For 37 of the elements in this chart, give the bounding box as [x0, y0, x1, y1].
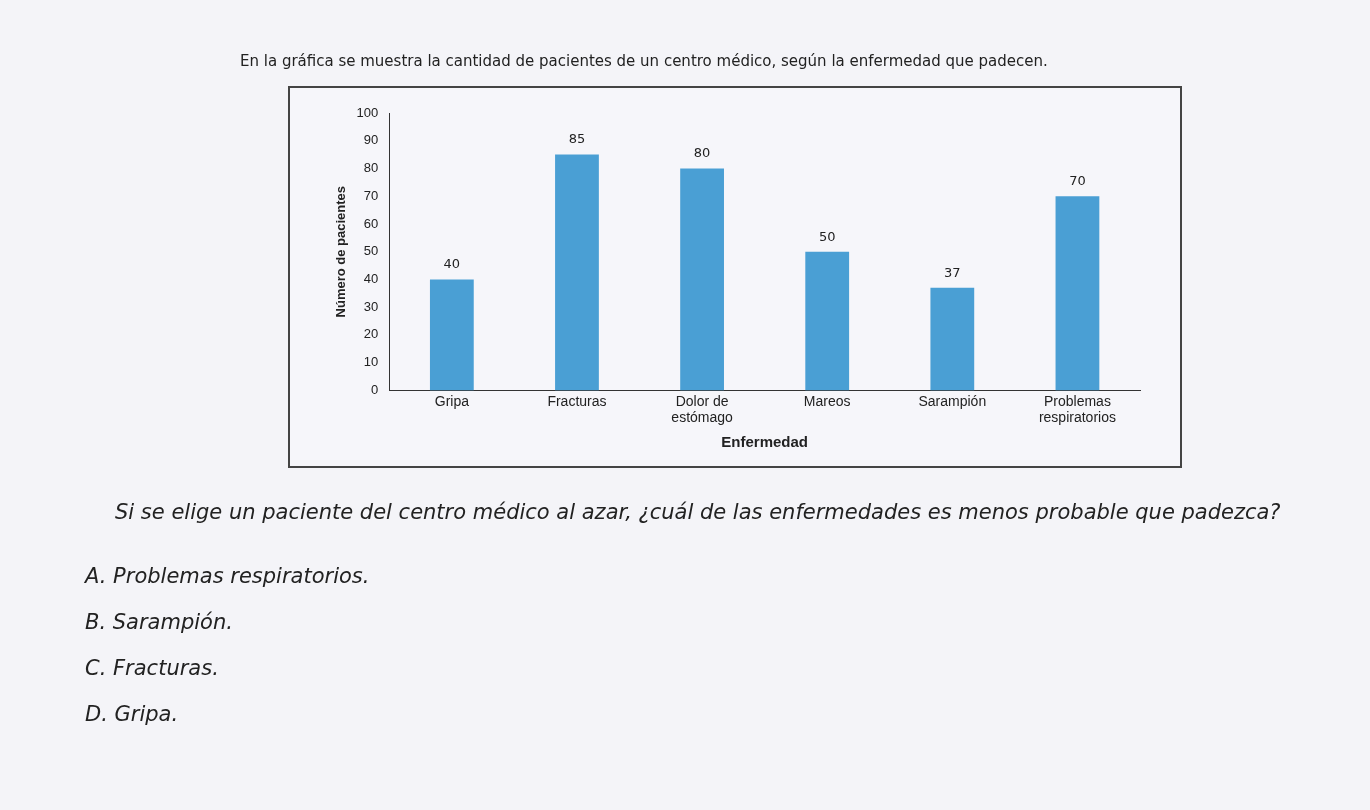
x-tick-label: Sarampión	[918, 392, 987, 409]
y-tick-label: 0	[371, 381, 379, 397]
bar	[429, 279, 474, 391]
y-tick-label: 40	[363, 271, 379, 287]
y-axis-title: Número de pacientes	[333, 185, 349, 318]
y-tick-label: 10	[363, 354, 379, 370]
bar	[930, 287, 975, 391]
x-tick-label: Problemas respiratorios	[1038, 392, 1116, 426]
y-tick-label: 20	[363, 326, 379, 342]
x-tick-label: Fracturas	[547, 392, 607, 409]
y-tick-label: 50	[363, 243, 379, 259]
y-tick-label: 80	[363, 160, 379, 176]
x-tick-label: Dolor de estómago	[671, 392, 734, 426]
data-label: 80	[693, 145, 711, 161]
text: C. Fracturas.	[85, 656, 220, 680]
y-tick-label: 60	[363, 215, 379, 231]
data-label: 50	[818, 228, 836, 244]
data-label: 85	[568, 131, 586, 147]
data-label: 37	[944, 264, 961, 280]
text: A. Problemas respiratorios.	[85, 564, 371, 588]
x-axis-title: Enfermedad	[721, 433, 808, 451]
y-tick-label: 70	[363, 187, 379, 203]
bar	[805, 251, 850, 391]
data-label: 40	[443, 256, 461, 272]
bar	[1055, 196, 1100, 391]
text: B. Sarampión.	[85, 610, 234, 634]
text: D. Gripa.	[85, 702, 180, 726]
text: Si se elige un paciente del centro médico al azar, ¿cuál de las enfermedades es menos probable que padezca?	[115, 500, 1282, 524]
x-tick-label: Mareos	[803, 392, 851, 409]
data-label: 70	[1069, 173, 1086, 189]
bar	[680, 168, 724, 391]
chart-title: En la gráfica se muestra la cantidad de pacientes de un centro médico, según la enfermedad que padecen.	[240, 52, 1048, 70]
y-tick-label: 90	[363, 132, 379, 148]
y-tick-label: 100	[356, 104, 379, 120]
y-tick-label: 30	[363, 298, 379, 314]
x-tick-label: Gripa	[434, 392, 470, 409]
bar	[555, 154, 599, 391]
